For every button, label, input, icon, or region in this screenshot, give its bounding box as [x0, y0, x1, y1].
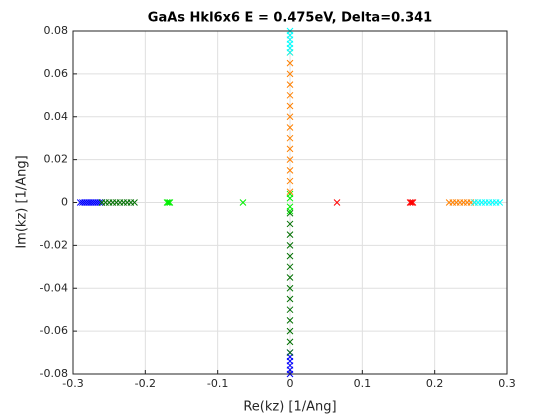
marker [286, 59, 294, 67]
y-tick-label: -0.08 [40, 367, 68, 380]
x-tick-label: -0.2 [135, 377, 156, 390]
x-tick-label: 0.2 [426, 377, 444, 390]
marker [286, 102, 294, 110]
marker [286, 317, 294, 324]
x-tick-label: -0.1 [207, 377, 228, 390]
marker [286, 274, 294, 281]
marker [286, 91, 294, 99]
x-tick-label: 0 [287, 377, 294, 390]
y-tick-label: -0.02 [40, 238, 68, 251]
marker [496, 199, 504, 206]
marker [286, 188, 294, 196]
marker [286, 203, 294, 211]
marker [163, 199, 171, 206]
marker [286, 231, 294, 239]
axes-box [72, 30, 508, 375]
marker [286, 190, 294, 198]
y-tick-label: 0.06 [44, 67, 69, 80]
y-tick-label: -0.06 [40, 324, 68, 337]
marker [286, 252, 294, 260]
marker [286, 209, 294, 217]
marker [131, 199, 138, 206]
x-axis-label: Re(kz) [1/Ang] [243, 400, 336, 415]
x-tick-label: 0.3 [498, 377, 516, 390]
marker [286, 220, 294, 228]
marker [286, 242, 294, 249]
y-tick-label: 0.04 [44, 110, 69, 123]
y-tick-label: 0 [61, 196, 68, 209]
marker [286, 70, 294, 78]
marker [286, 145, 294, 153]
marker [239, 199, 247, 206]
marker [286, 156, 294, 163]
x-tick-label: 0.1 [354, 377, 372, 390]
marker [286, 113, 294, 121]
marker [286, 81, 294, 88]
marker [286, 295, 294, 303]
marker [409, 199, 417, 206]
y-tick-label: -0.04 [40, 281, 68, 294]
marker [286, 177, 294, 185]
y-axis-label: Im(kz) [1/Ang] [15, 155, 30, 248]
marker [286, 327, 294, 335]
marker [96, 199, 104, 206]
marker [286, 284, 294, 292]
marker [286, 338, 294, 346]
marker [286, 134, 294, 142]
marker [333, 199, 341, 206]
marker [286, 263, 294, 271]
marker [166, 199, 174, 206]
marker [286, 349, 294, 356]
marker [406, 199, 414, 206]
marker [408, 199, 415, 206]
marker [286, 306, 294, 314]
marker [286, 124, 294, 131]
marker [165, 199, 172, 206]
x-tick-label: -0.3 [62, 377, 83, 390]
marker [286, 166, 294, 174]
y-tick-label: 0.02 [44, 153, 69, 166]
chart-title: GaAs Hkl6x6 E = 0.475eV, Delta=0.341 [148, 11, 432, 26]
y-tick-label: 0.08 [44, 24, 69, 37]
